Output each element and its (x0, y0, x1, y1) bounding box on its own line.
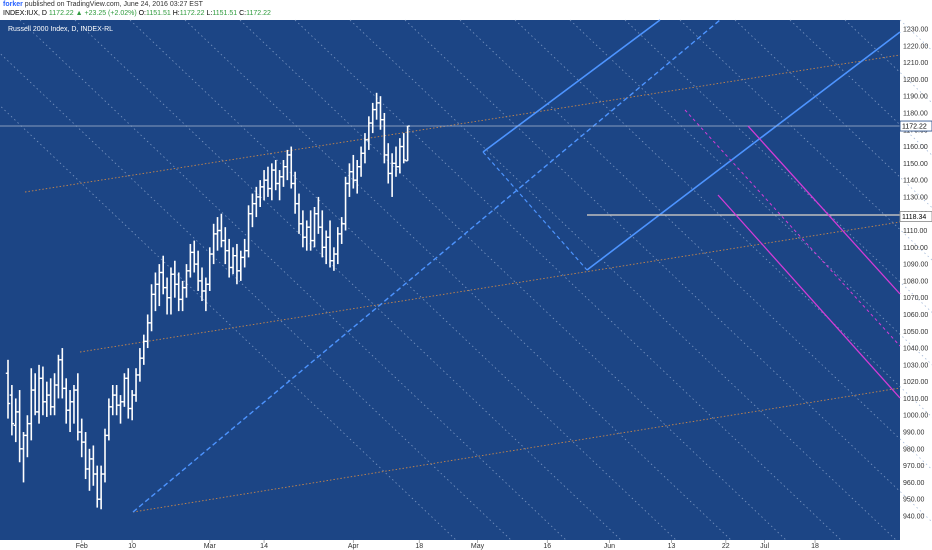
y-tick-label: 1100.00 (903, 245, 928, 252)
chart-header: forker published on TradingView.com, Jun… (0, 0, 932, 20)
price-tag-label: 1172.22 (902, 124, 927, 131)
y-tick-label: 1180.00 (903, 110, 928, 117)
y-tick-label: 1040.00 (903, 346, 928, 353)
y-tick-label: 1000.00 (903, 413, 928, 420)
x-tick-label: Jun (604, 543, 615, 550)
publish-info: published on TradingView.com, June 24, 2… (24, 1, 203, 8)
x-tick-label: Jul (760, 543, 769, 550)
y-tick-label: 1070.00 (903, 295, 928, 302)
y-tick-label: 1030.00 (903, 362, 928, 369)
y-tick-label: 1150.00 (903, 161, 928, 168)
open-value: 1151.51 (146, 10, 171, 17)
x-tick-label: 18 (415, 543, 423, 550)
orange-upper-line (24, 54, 901, 193)
ohlc-line: INDEX:IUX, D 1172.22 ▲ +23.25 (+2.02%) O… (3, 10, 271, 17)
y-tick-label: 1020.00 (903, 379, 928, 386)
change-label: 1172.22 ▲ +23.25 (+2.02%) (48, 10, 137, 17)
y-tick-label: 1220.00 (903, 43, 928, 50)
ohlc-bar (401, 133, 406, 164)
open-label: O: (138, 10, 146, 17)
time-axis (0, 540, 932, 550)
x-tick-label: 18 (811, 543, 819, 550)
y-tick-label: 1050.00 (903, 329, 928, 336)
pitchfork-lines (0, 19, 901, 513)
y-tick-label: 950.00 (903, 497, 925, 504)
symbol-label: INDEX:IUX, D (3, 10, 47, 17)
ohlc-bar (9, 385, 15, 436)
y-tick-label: 980.00 (903, 446, 925, 453)
y-tick-label: 990.00 (903, 430, 925, 437)
author-link[interactable]: forker (3, 1, 23, 8)
low-label: L: (206, 10, 213, 17)
x-axis-labels: Feb 10 Mar 14 Apr 18 May 16 Jun 13 22 Jul 18 (76, 540, 819, 550)
close-value: 1172.22 (246, 10, 271, 17)
low-value: 1151.51 (212, 10, 238, 17)
y-tick-label: 1210.00 (903, 60, 928, 67)
y-tick-label: 1200.00 (903, 77, 928, 84)
y-tick-label: 1010.00 (903, 396, 928, 403)
price-tag-box (899, 211, 932, 222)
price-tag-box (899, 120, 932, 132)
plot-background (0, 20, 900, 540)
pink-median-line (684, 109, 901, 347)
y-tick-label: 970.00 (903, 463, 925, 470)
y-tick-label: 1140.00 (903, 178, 928, 185)
ohlc-bar (405, 125, 410, 162)
x-tick-label: 14 (260, 543, 268, 550)
pitchfork-upper-line (482, 19, 661, 153)
ohlc-bar (5, 359, 11, 419)
x-tick-label: 13 (668, 543, 676, 550)
high-value: 1172.22 (179, 10, 205, 17)
y-tick-label: 940.00 (903, 514, 925, 521)
y-tick-label: 1160.00 (903, 144, 928, 151)
x-tick-label: May (471, 543, 485, 550)
x-tick-label: 10 (128, 543, 136, 550)
publish-line: forker published on TradingView.com, Jun… (3, 1, 203, 8)
close-label: C: (239, 10, 247, 17)
x-tick-label: Feb (76, 543, 88, 550)
y-tick-label: 1110.00 (903, 228, 927, 235)
price-tag-label: 1118.34 (902, 214, 926, 221)
pink-upper-line (747, 125, 901, 295)
price-tags: 1172.22 1118.34 (899, 120, 932, 222)
y-tick-label: 1090.00 (903, 262, 928, 269)
pitchfork-lower-line (586, 31, 901, 271)
y-tick-label: 1190.00 (903, 94, 928, 101)
pitchfork-handle-line (482, 151, 588, 271)
high-label: H: (172, 10, 180, 17)
y-tick-label: 1060.00 (903, 312, 928, 319)
chart-title: Russell 2000 Index, D, INDEX-RL (8, 26, 114, 33)
y-tick-label: 1230.00 (903, 27, 928, 34)
x-tick-label: 16 (543, 543, 551, 550)
y-tick-label: 1130.00 (903, 194, 928, 201)
x-tick-label: 22 (722, 543, 730, 550)
price-axis (900, 20, 932, 540)
ohlc-bars (5, 92, 410, 510)
pink-lower-line (717, 194, 901, 399)
y-tick-label: 1080.00 (903, 278, 928, 285)
x-tick-label: Mar (204, 543, 217, 550)
y-tick-label: 960.00 (903, 480, 925, 487)
x-tick-label: Apr (348, 543, 360, 550)
